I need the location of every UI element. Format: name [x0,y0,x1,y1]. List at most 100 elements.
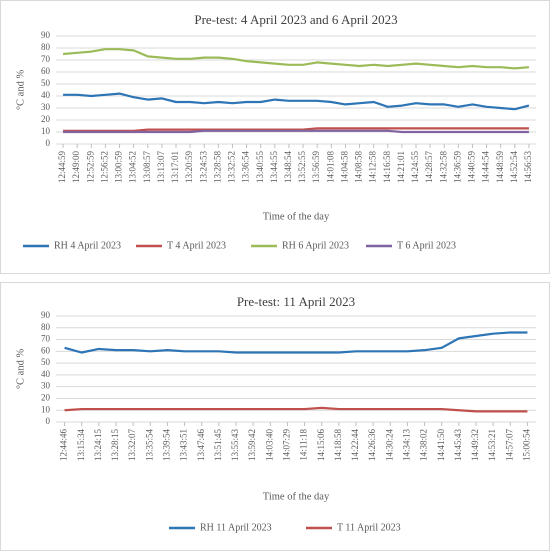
x-tick-label: 14:21:01 [396,151,406,183]
x-tick-label: 13:48:54 [283,151,293,184]
x-tick-label: 14:49:32 [470,429,480,461]
x-tick-label: 13:55:43 [230,429,240,462]
chart: Pre-test: 4 April 2023 and 6 April 2023 0… [15,12,536,251]
x-tick-label: 13:40:55 [255,151,265,184]
x-tick-label: 14:36:59 [452,151,462,184]
data-line [63,127,529,132]
y-tick-label: 30 [41,381,51,391]
x-tick-label: 13:24:53 [198,151,208,184]
legend-label: T 6 April 2023 [397,240,456,251]
x-tick-label: 12:56:52 [99,151,109,183]
x-tick-label: 13:15:34 [76,429,86,462]
data-line [64,331,528,354]
x-tick-label: 13:28:58 [212,151,222,184]
y-tick-label: 90 [41,310,51,320]
y-tick-label: 0 [46,416,51,426]
x-tick-label: 12:49:00 [71,151,81,184]
x-tick-label: 14:32:58 [438,151,448,184]
x-tick-label: 14:22:44 [350,429,360,462]
x-tick-label: 14:41:50 [436,429,446,462]
x-axis-title: Time of the day [263,211,330,222]
x-tick-label: 14:18:58 [333,429,343,462]
x-tick-label: 14:03:40 [264,429,274,462]
x-tick-label: 13:04:52 [128,151,138,183]
x-tick-label: 12:52:59 [85,151,95,184]
x-tick-label: 13:17:01 [170,151,180,183]
x-axis-title: Time of the day [263,491,330,502]
x-tick-label: 14:56:53 [523,151,533,184]
y-tick-label: 70 [41,334,51,344]
x-tick-label: 14:08:58 [354,151,364,184]
x-tick-label: 13:35:54 [144,429,154,462]
x-tick-label: 14:11:18 [299,429,309,461]
x-tick-label: 12:44:59 [57,151,67,184]
chart-title: Pre-test: 11 April 2023 [237,294,355,309]
x-tick-label: 13:20:59 [184,151,194,184]
x-tick-label: 14:24:55 [410,151,420,184]
x-tick-label: 15:00:54 [521,429,531,462]
x-tick-label: 14:34:13 [401,429,411,462]
y-tick-label: 80 [41,42,51,52]
x-tick-label: 14:04:58 [339,151,349,184]
legend-label: T 11 April 2023 [337,522,401,533]
x-tick-label: 14:07:29 [281,429,291,462]
y-tick-label: 20 [41,393,51,403]
x-tick-label: 13:59:42 [247,429,257,461]
x-tick-label: 14:48:59 [495,151,505,184]
x-tick-label: 14:01:08 [325,151,335,184]
x-tick-label: 14:45:43 [453,429,463,462]
y-tick-label: 40 [41,369,51,379]
legend-label: RH 4 April 2023 [54,240,121,251]
x-tick-label: 13:56:59 [311,151,321,184]
chart-panel: Pre-test: 11 April 2023 0 10 20 30 40 50 60 70 80… [0,282,550,551]
x-tick-label: 13:24:15 [93,429,103,462]
x-tick-label: 14:28:57 [424,151,434,184]
x-tick-label: 13:39:54 [161,429,171,462]
x-tick-label: 14:16:58 [382,151,392,184]
y-tick-label: 20 [41,114,51,124]
x-tick-label: 14:44:54 [481,151,491,184]
x-tick-label: 14:53:21 [487,429,497,461]
x-tick-label: 14:57:07 [504,429,514,462]
y-tick-label: 60 [41,345,51,355]
y-tick-label: 60 [41,66,51,76]
y-tick-label: 40 [41,90,51,100]
y-axis-title: °C and % [15,70,26,111]
x-tick-label: 14:26:36 [367,429,377,462]
x-tick-label: 13:28:15 [110,429,120,462]
x-tick-label: 13:36:54 [241,151,251,184]
x-tick-label: 13:43:51 [179,429,189,461]
chart-title: Pre-test: 4 April 2023 and 6 April 2023 [194,12,397,27]
x-tick-label: 14:40:59 [467,151,477,184]
y-tick-label: 50 [41,78,51,88]
x-tick-label: 13:08:57 [142,151,152,184]
x-tick-label: 13:52:55 [297,151,307,184]
x-tick-label: 14:30:24 [384,429,394,462]
x-tick-label: 13:32:07 [127,429,137,462]
x-tick-label: 13:13:07 [156,151,166,184]
chart-panel: Pre-test: 4 April 2023 and 6 April 2023 0… [0,0,550,274]
x-tick-label: 13:00:59 [114,151,124,184]
data-line [63,129,529,134]
y-axis-title: °C and % [15,349,26,390]
x-tick-label: 13:44:55 [269,151,279,184]
x-tick-label: 14:15:06 [316,429,326,462]
y-tick-label: 0 [46,138,51,148]
x-tick-label: 14:52:54 [509,151,519,184]
legend-label: RH 11 April 2023 [200,522,272,533]
x-tick-label: 12:44:46 [59,429,69,462]
data-line [63,92,530,111]
y-tick-label: 50 [41,357,51,367]
legend-label: RH 6 April 2023 [282,240,349,251]
x-tick-label: 13:32:52 [227,151,237,183]
x-tick-label: 14:38:02 [419,429,429,461]
y-tick-label: 90 [41,30,51,40]
x-tick-label: 13:47:46 [196,429,206,462]
y-tick-label: 30 [41,102,51,112]
data-line [62,48,530,70]
legend-label: T 4 April 2023 [167,240,226,251]
y-tick-label: 70 [41,54,51,64]
x-tick-label: 13:51:45 [213,429,223,462]
